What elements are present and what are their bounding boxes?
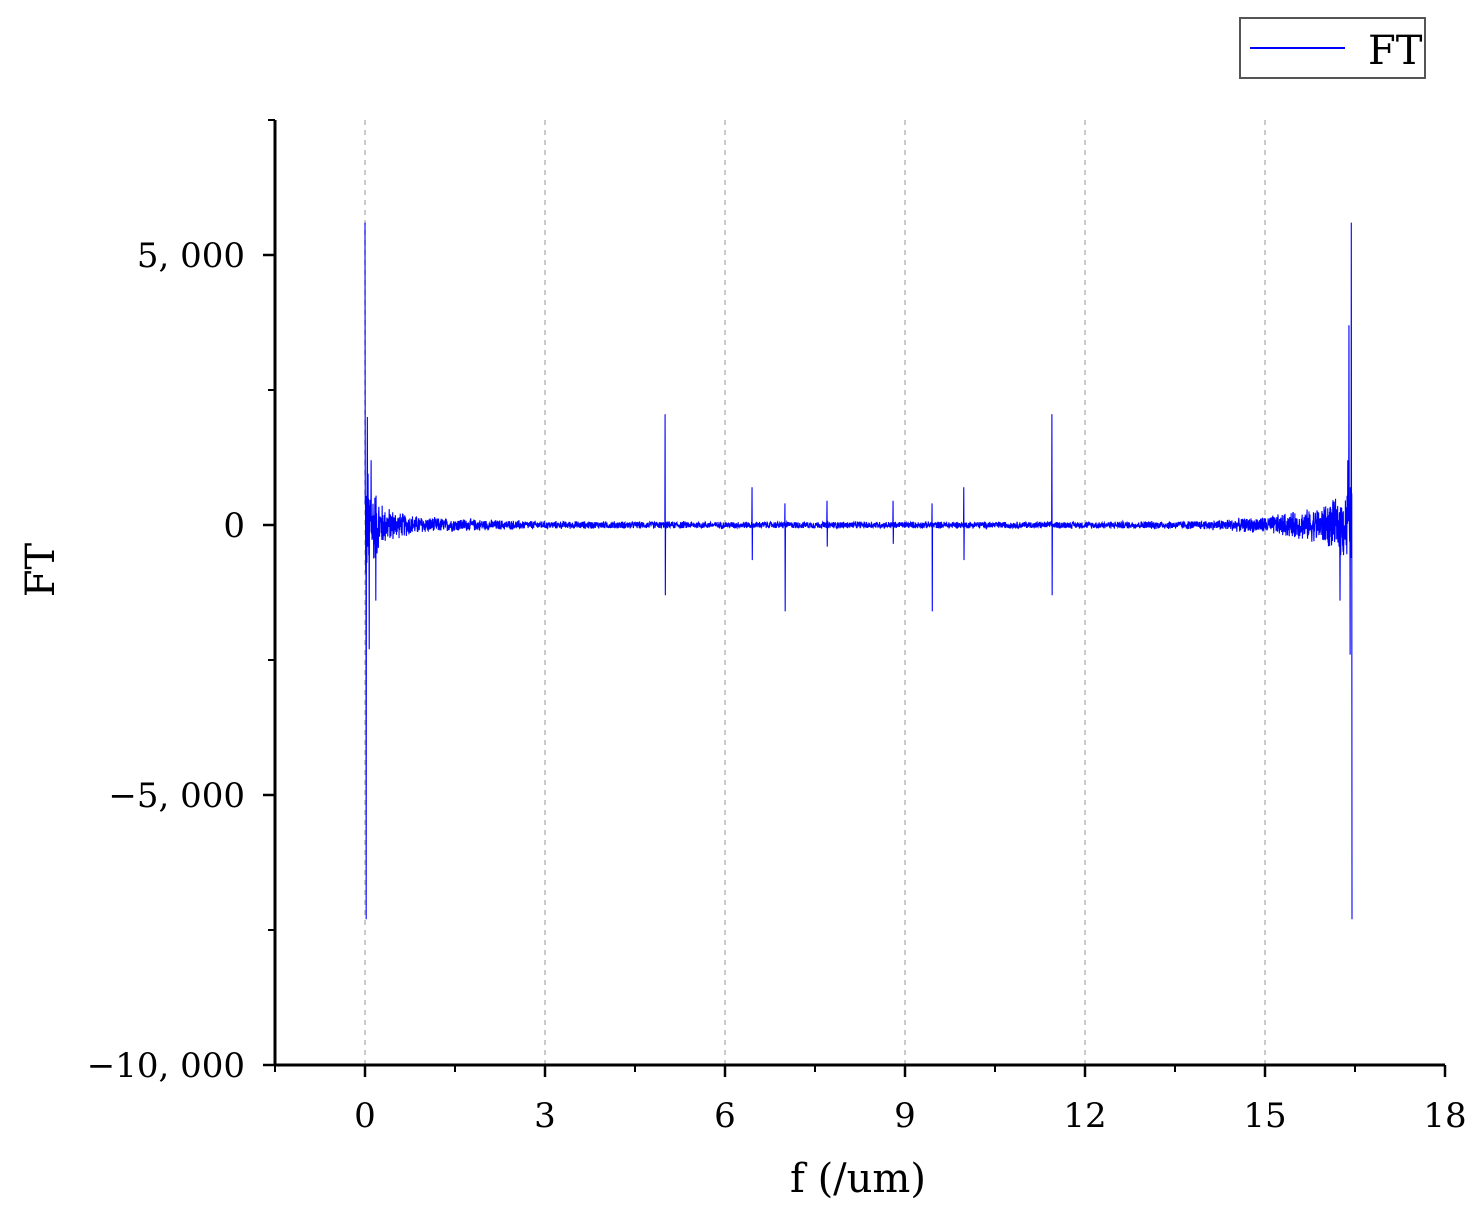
legend-label-ft: FT <box>1368 28 1423 74</box>
y-tick-label: 0 <box>223 506 245 546</box>
y-tick-label: 5, 000 <box>137 236 245 276</box>
x-tick-label: 0 <box>354 1096 376 1136</box>
x-tick-label: 3 <box>534 1096 556 1136</box>
x-axis-ticks: 0 3 6 9 12 15 18 <box>274 1065 1467 1136</box>
y-axis-title: FT <box>18 542 64 597</box>
x-tick-label: 6 <box>714 1096 736 1136</box>
vertical-grid-lines <box>364 120 1266 1065</box>
x-tick-label: 9 <box>894 1096 916 1136</box>
axes <box>273 120 1445 1067</box>
x-tick-label: 15 <box>1243 1096 1286 1136</box>
y-tick-label: −10, 000 <box>87 1046 245 1086</box>
y-axis-ticks: −10, 000 −5, 000 0 5, 000 <box>87 119 275 1086</box>
series-line-ft <box>364 222 1353 920</box>
x-axis-title: f (/um) <box>790 1156 926 1202</box>
x-tick-label: 12 <box>1063 1096 1106 1136</box>
plot-area <box>364 222 1353 920</box>
y-tick-label: −5, 000 <box>108 776 245 816</box>
legend: FT <box>1239 17 1426 79</box>
x-tick-label: 18 <box>1423 1096 1466 1136</box>
